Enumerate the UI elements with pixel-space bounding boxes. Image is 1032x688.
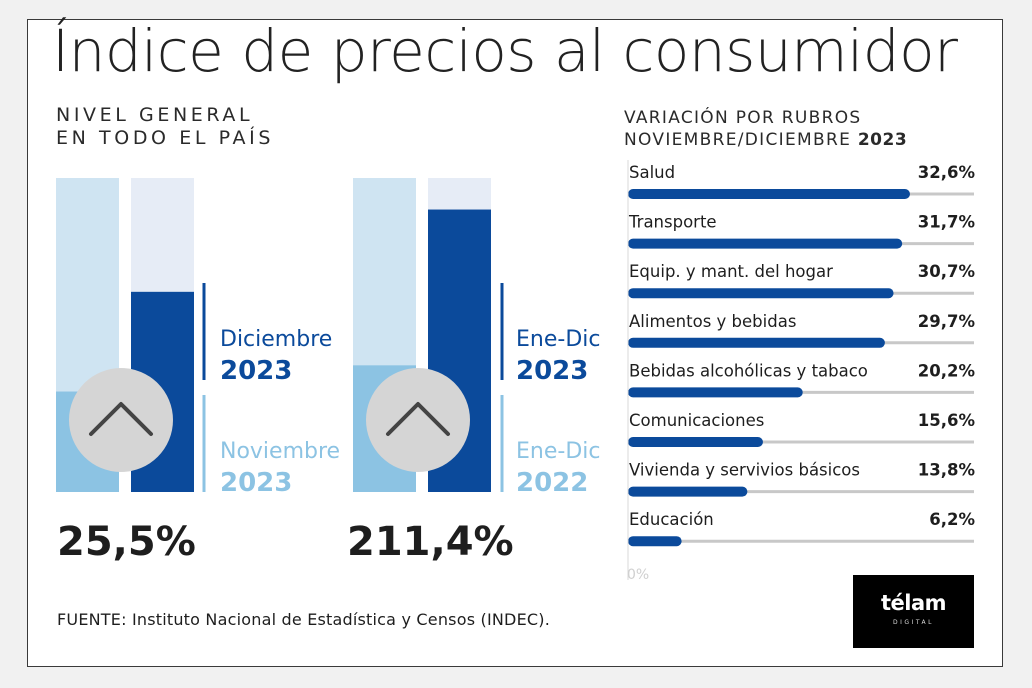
monthly-legend-label-0: Diciembre	[220, 327, 332, 352]
rubro-bar-6	[628, 486, 748, 497]
monthly-legend-year-1: 2023	[220, 468, 292, 498]
rubro-label-0: Salud	[629, 163, 675, 182]
rubro-bar-3	[628, 337, 885, 348]
subtitle-right: VARIACIÓN POR RUBROS NOVIEMBRE/DICIEMBRE…	[624, 107, 907, 151]
rubro-bar-2	[628, 288, 894, 299]
rubro-axis-label: 0%	[627, 567, 649, 583]
rubro-value-5: 15,6%	[918, 411, 976, 430]
chevron-up-icon	[386, 402, 450, 436]
annual-legend-year-1: 2022	[516, 468, 588, 498]
rubro-label-6: Vivienda y servivios básicos	[629, 461, 860, 480]
rubro-bar-7	[628, 536, 682, 547]
subtitle-right-line2: NOVIEMBRE/DICIEMBRE 2023	[624, 129, 907, 151]
annual-chevron-circle	[366, 368, 470, 472]
subtitle-left-line2: EN TODO EL PAÍS	[56, 127, 274, 149]
logo-subtext: DIGITAL	[893, 619, 934, 626]
rubro-bar-1	[628, 238, 903, 249]
rubro-label-5: Comunicaciones	[629, 411, 764, 430]
logo-text: télam	[880, 591, 947, 615]
rubro-label-7: Educación	[629, 510, 714, 529]
rubro-value-4: 20,2%	[918, 361, 976, 380]
subtitle-left: NIVEL GENERAL EN TODO EL PAÍS	[56, 104, 274, 150]
subtitle-right-year: 2023	[857, 130, 908, 150]
telam-logo: télam DIGITAL	[853, 575, 974, 648]
annual-headline-value: 211,4%	[347, 519, 514, 565]
rubro-label-3: Alimentos y bebidas	[629, 312, 796, 331]
page-title: Índice de precios al consumidor	[52, 17, 958, 85]
subtitle-left-line1: NIVEL GENERAL	[56, 104, 254, 126]
rubro-label-4: Bebidas alcohólicas y tabaco	[629, 361, 868, 380]
annual-legend-label-0: Ene-Dic	[516, 327, 600, 352]
monthly-legend-year-0: 2023	[220, 356, 292, 386]
rubro-value-2: 30,7%	[918, 262, 976, 281]
source-footer: FUENTE: Instituto Nacional de Estadístic…	[57, 610, 550, 629]
monthly-legend-label-1: Noviembre	[220, 439, 340, 464]
rubro-value-1: 31,7%	[918, 213, 976, 232]
rubro-value-6: 13,8%	[918, 461, 976, 480]
rubro-label-2: Equip. y mant. del hogar	[629, 262, 833, 281]
rubro-value-3: 29,7%	[918, 312, 976, 331]
monthly-headline-value: 25,5%	[57, 519, 196, 565]
annual-legend-label-1: Ene-Dic	[516, 439, 600, 464]
rubro-value-0: 32,6%	[918, 163, 976, 182]
rubro-bar-0	[628, 189, 910, 199]
monthly-chevron-circle	[69, 368, 173, 472]
subtitle-right-period: NOVIEMBRE/DICIEMBRE	[624, 130, 852, 150]
rubro-value-7: 6,2%	[929, 510, 975, 529]
chevron-up-icon	[89, 402, 153, 436]
rubro-bar-5	[628, 437, 763, 447]
subtitle-right-line1: VARIACIÓN POR RUBROS	[624, 108, 862, 128]
annual-legend-year-0: 2023	[516, 356, 588, 386]
rubro-bar-4	[628, 387, 803, 398]
rubro-label-1: Transporte	[628, 213, 717, 232]
